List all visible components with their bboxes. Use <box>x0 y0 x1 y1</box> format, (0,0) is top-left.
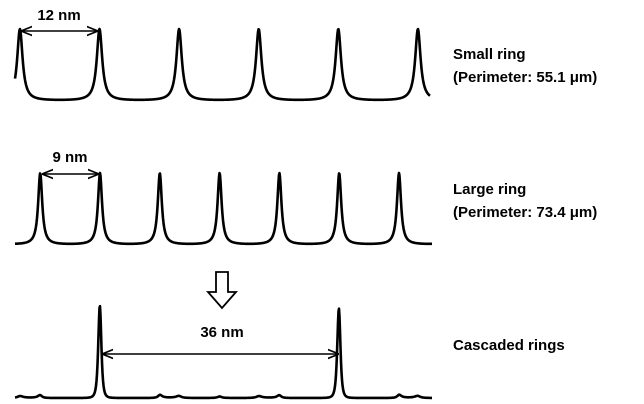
spacing-label: 12 nm <box>37 7 80 24</box>
ring-name: Small ring <box>453 46 526 63</box>
down-arrow <box>206 271 238 310</box>
ring-perimeter: (Perimeter: 55.1 μm) <box>453 69 597 86</box>
ring-name: Large ring <box>453 181 526 198</box>
spacing-label: 36 nm <box>200 324 243 341</box>
ring-name: Cascaded rings <box>453 337 565 354</box>
large-ring-spectrum <box>14 171 433 246</box>
ring-perimeter: (Perimeter: 73.4 μm) <box>453 204 597 221</box>
cascaded-spectrum <box>14 304 433 400</box>
small-ring-spectrum <box>13 27 431 102</box>
spacing-label: 9 nm <box>52 149 87 166</box>
